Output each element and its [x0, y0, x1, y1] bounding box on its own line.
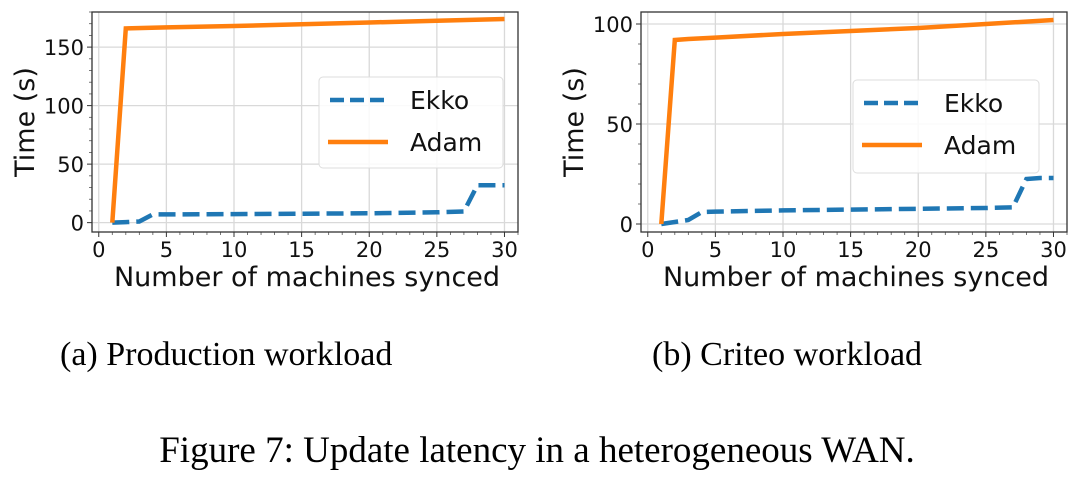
y-tick-label: 100: [44, 95, 84, 119]
x-tick-label: 15: [837, 238, 864, 262]
axes-frame: [640, 11, 1068, 233]
y-tick-label: 0: [620, 213, 633, 237]
tick-labels: 0 5 10 15 20 25 30 0 50 100: [593, 13, 1067, 262]
subcaption: (a) Production workload: [60, 336, 392, 373]
adam-line: [110, 16, 505, 223]
x-tick-label: 0: [641, 238, 654, 262]
ekko-line: [112, 182, 505, 225]
ekko-line: [660, 175, 1054, 227]
x-tick-label: 20: [356, 238, 383, 262]
legend-box: [852, 79, 1040, 174]
x-tick-label: 30: [491, 238, 518, 262]
legend-ekko-label: Ekko: [410, 86, 469, 115]
y-tick-label: 50: [606, 113, 633, 137]
y-axis-label: Time (s): [10, 67, 41, 178]
x-tick-label: 10: [770, 238, 797, 262]
adam-line: [659, 17, 1054, 225]
legend-box: [318, 76, 504, 169]
subcaption: (b) Criteo workload: [652, 336, 922, 373]
x-tick-label: 15: [288, 238, 315, 262]
series-lines: [110, 16, 505, 225]
x-tick-label: 20: [905, 238, 932, 262]
y-tick-label: 100: [593, 13, 633, 37]
x-tick-label: 10: [221, 238, 248, 262]
y-axis-label: Time (s): [559, 67, 590, 178]
x-tick-label: 30: [1040, 238, 1067, 262]
legend: Ekko Adam: [852, 79, 1040, 174]
figure-caption: Figure 7: Update latency in a heterogene…: [159, 430, 915, 471]
x-tick-label: 25: [423, 238, 450, 262]
legend-adam-label: Adam: [410, 128, 482, 157]
x-tick-label: 25: [972, 238, 999, 262]
x-tick-label: 5: [709, 238, 722, 262]
y-tick-label: 0: [71, 212, 84, 236]
tick-labels: 0 5 10 15 20 25 30 0 50 100 150: [44, 36, 518, 262]
x-axis-label: Number of machines synced: [114, 262, 500, 293]
chart-production-workload: 0 5 10 15 20 25 30 0 50 100 150 Number of machines…: [10, 11, 519, 373]
x-tick-label: 5: [160, 238, 173, 262]
chart-criteo-workload: 0 5 10 15 20 25 30 0 50 100 Number of machines sy…: [559, 11, 1068, 373]
legend: Ekko Adam: [318, 76, 504, 169]
series-lines: [659, 17, 1054, 227]
y-tick-label: 50: [57, 153, 84, 177]
legend-adam-label: Adam: [944, 131, 1016, 160]
x-tick-label: 0: [92, 238, 105, 262]
x-axis-label: Number of machines synced: [663, 262, 1049, 293]
y-tick-label: 150: [44, 36, 84, 60]
axes-frame: [91, 11, 519, 233]
legend-ekko-label: Ekko: [944, 89, 1003, 118]
